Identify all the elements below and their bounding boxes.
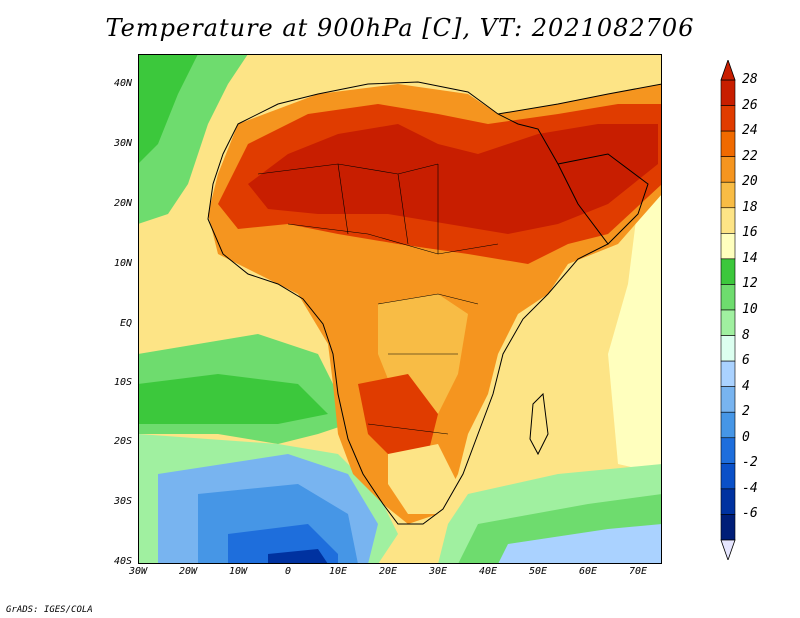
colorbar-label: 22	[742, 148, 758, 164]
colorbar-cell	[720, 514, 736, 541]
colorbar-label: 20	[742, 174, 758, 190]
colorbar-cell	[720, 488, 736, 515]
field-south-africa	[388, 444, 458, 514]
field-south-atlantic-core	[138, 374, 328, 424]
field-indian-ocean	[608, 194, 662, 474]
colorbar-cell	[720, 156, 736, 183]
lon-label: 50E	[528, 566, 548, 577]
colorbar-label: 18	[742, 199, 758, 215]
colorbar-cell	[720, 258, 736, 285]
lon-label: 70E	[628, 566, 648, 577]
lon-label: 30W	[128, 566, 148, 577]
colorbar-label: 10	[742, 302, 758, 317]
colorbar-label: 6	[742, 353, 750, 369]
colorbar-label: 24	[742, 123, 758, 139]
colorbar-bottom-triangle	[720, 539, 736, 560]
colorbar-cell	[720, 207, 736, 234]
lon-label: 10E	[328, 566, 348, 577]
map-frame	[138, 54, 662, 564]
map-title: Temperature at 900hPa [C], VT: 202108270…	[105, 14, 695, 42]
colorbar-label: 26	[742, 97, 758, 113]
colorbar-label: 8	[742, 327, 750, 343]
colorbar-label: -4	[742, 480, 758, 496]
colorbar-cell	[720, 130, 736, 157]
temperature-field	[138, 54, 662, 564]
lat-label: 30N	[113, 138, 132, 149]
lon-label: 30E	[428, 566, 448, 577]
colorbar-label: 0	[742, 429, 750, 445]
africa-coastline	[207, 81, 609, 525]
credit-label: GrADS: IGES/COLA	[6, 605, 93, 615]
lon-label: 0	[284, 566, 292, 577]
colorbar-label: 2	[742, 404, 750, 420]
lon-label: 10W	[228, 566, 248, 577]
lat-label: 40N	[113, 78, 132, 89]
colorbar	[720, 60, 736, 560]
field-southern-hot	[358, 374, 438, 464]
colorbar-top-triangle	[720, 60, 736, 81]
colorbar-label: 28	[742, 72, 758, 87]
lon-label: 20E	[378, 566, 398, 577]
colorbar-cell	[720, 309, 736, 336]
lat-label: 10N	[113, 258, 132, 269]
lat-label: 40S	[113, 556, 132, 567]
colorbar-cell	[720, 463, 736, 490]
colorbar-cell	[720, 105, 736, 132]
temperature-map	[138, 54, 662, 564]
lon-label: 40E	[478, 566, 498, 577]
country-borders	[257, 163, 499, 435]
colorbar-cell	[720, 79, 736, 106]
lon-label: 20W	[178, 566, 198, 577]
colorbar-cells	[720, 79, 736, 541]
lat-label: EQ	[119, 318, 132, 329]
lon-label: 60E	[578, 566, 598, 577]
colorbar-cell	[720, 284, 736, 311]
colorbar-label: -2	[742, 455, 758, 471]
colorbar-cell	[720, 386, 736, 413]
colorbar-cell	[720, 360, 736, 387]
colorbar-label: 16	[742, 225, 758, 241]
colorbar-cell	[720, 411, 736, 439]
colorbar-cell	[720, 233, 736, 260]
field-south-indian-3	[498, 524, 662, 564]
colorbar-cell	[720, 181, 736, 209]
colorbar-label: -6	[742, 506, 758, 522]
arabia-coastline	[497, 83, 662, 245]
colorbar-cell	[720, 335, 736, 362]
colorbar-cell	[720, 437, 736, 464]
lat-label: 20N	[113, 198, 132, 209]
field-cold-5	[268, 549, 328, 564]
madagascar-outline	[529, 392, 549, 456]
colorbar-label: 12	[742, 276, 758, 292]
lat-label: 10S	[113, 377, 132, 388]
lat-label: 20S	[113, 436, 132, 447]
colorbar-label: 14	[742, 250, 758, 266]
lat-label: 30S	[113, 496, 132, 507]
field-north-atlantic-core	[138, 54, 198, 164]
field-sahara-hottest	[248, 124, 658, 234]
colorbar-label: 4	[742, 378, 750, 394]
